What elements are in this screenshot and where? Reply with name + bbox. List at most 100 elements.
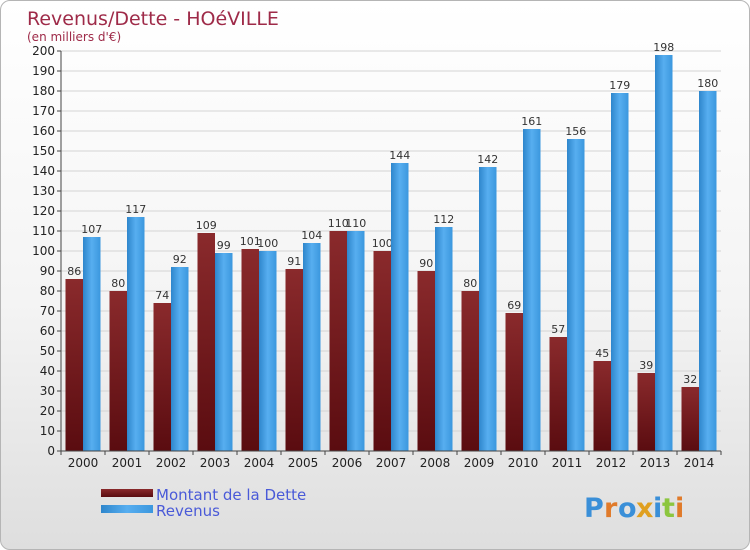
value-label-revenus: 156	[565, 125, 586, 138]
value-label-debt: 110	[328, 217, 349, 230]
bar-debt	[637, 373, 655, 451]
value-label-revenus: 100	[257, 237, 278, 250]
x-tick-label: 2012	[596, 456, 627, 470]
bar-debt	[65, 279, 83, 451]
value-label-debt: 109	[196, 219, 217, 232]
bar-revenus	[303, 243, 321, 451]
bar-revenus	[171, 267, 189, 451]
legend-label-revenus: Revenus	[156, 502, 220, 520]
bar-revenus	[215, 253, 233, 451]
value-label-debt: 100	[372, 237, 393, 250]
value-label-debt: 80	[111, 277, 125, 290]
y-tick-label: 190	[32, 64, 55, 78]
y-tick-label: 50	[40, 344, 55, 358]
bar-debt	[593, 361, 611, 451]
value-label-revenus: 104	[301, 229, 322, 242]
bar-debt	[241, 249, 259, 451]
value-label-revenus: 180	[697, 77, 718, 90]
value-label-revenus: 99	[217, 239, 231, 252]
y-tick-label: 150	[32, 144, 55, 158]
bar-debt	[197, 233, 215, 451]
value-label-debt: 39	[639, 359, 653, 372]
bar-revenus	[83, 237, 101, 451]
bar-revenus	[127, 217, 145, 451]
value-label-revenus: 112	[433, 213, 454, 226]
value-label-revenus: 107	[81, 223, 102, 236]
value-label-debt: 86	[67, 265, 81, 278]
value-label-revenus: 144	[389, 149, 410, 162]
chart-subtitle: (en milliers d'€)	[27, 30, 121, 44]
value-label-revenus: 179	[609, 79, 630, 92]
y-tick-label: 180	[32, 84, 55, 98]
svg-text:o: o	[618, 493, 637, 524]
y-tick-label: 80	[40, 284, 55, 298]
x-tick-label: 2001	[112, 456, 143, 470]
x-tick-label: 2007	[376, 456, 407, 470]
bar-debt	[549, 337, 567, 451]
bar-debt	[505, 313, 523, 451]
x-tick-label: 2009	[464, 456, 495, 470]
value-label-debt: 74	[155, 289, 169, 302]
bar-revenus	[435, 227, 453, 451]
bar-debt	[153, 303, 171, 451]
x-tick-label: 2008	[420, 456, 451, 470]
value-label-revenus: 110	[345, 217, 366, 230]
y-tick-label: 70	[40, 304, 55, 318]
x-axis-ticks: 2000 2001 2002 2003 2004 2005 2006 2007 2008 2009…	[60, 451, 722, 470]
bar-debt	[681, 387, 699, 451]
bar-debt	[417, 271, 435, 451]
x-tick-label: 2014	[684, 456, 715, 470]
legend-label-debt: Montant de la Dette	[156, 486, 306, 504]
svg-text:x: x	[636, 493, 653, 524]
value-label-debt: 57	[551, 323, 565, 336]
value-label-revenus: 161	[521, 115, 542, 128]
svg-text:i: i	[653, 493, 662, 524]
value-label-debt: 32	[683, 373, 697, 386]
legend-swatch-debt	[101, 489, 153, 497]
legend-swatch-revenus	[101, 505, 153, 513]
bar-revenus	[479, 167, 497, 451]
value-label-revenus: 117	[125, 203, 146, 216]
y-tick-label: 110	[32, 224, 55, 238]
legend: Montant de la Dette Revenus	[101, 486, 306, 520]
y-tick-label: 90	[40, 264, 55, 278]
y-axis-ticks: 0 10 20 30 40 50 60 70 80 90 100 110 120 130 140 150 160…	[32, 44, 61, 458]
x-tick-label: 2000	[68, 456, 99, 470]
x-tick-label: 2005	[288, 456, 319, 470]
y-tick-label: 160	[32, 124, 55, 138]
bar-debt	[285, 269, 303, 451]
y-tick-label: 20	[40, 404, 55, 418]
y-tick-label: 130	[32, 184, 55, 198]
y-tick-label: 30	[40, 384, 55, 398]
y-tick-label: 60	[40, 324, 55, 338]
bar-debt	[373, 251, 391, 451]
bar-debt	[109, 291, 127, 451]
x-tick-label: 2003	[200, 456, 231, 470]
bar-revenus	[611, 93, 629, 451]
x-tick-label: 2010	[508, 456, 539, 470]
bar-debt	[329, 231, 347, 451]
x-tick-label: 2002	[156, 456, 187, 470]
svg-text:t: t	[662, 493, 675, 524]
bar-revenus	[391, 163, 409, 451]
bar-revenus	[655, 55, 673, 451]
bar-revenus	[347, 231, 365, 451]
chart-title: Revenus/Dette - HOéVILLE	[27, 8, 279, 30]
value-label-debt: 69	[507, 299, 521, 312]
x-tick-label: 2013	[640, 456, 671, 470]
y-tick-label: 200	[32, 44, 55, 58]
y-tick-label: 140	[32, 164, 55, 178]
value-label-debt: 90	[419, 257, 433, 270]
y-tick-label: 10	[40, 424, 55, 438]
y-tick-label: 0	[47, 444, 55, 458]
svg-text:P: P	[584, 493, 604, 524]
x-tick-label: 2004	[244, 456, 275, 470]
value-label-debt: 80	[463, 277, 477, 290]
x-tick-label: 2006	[332, 456, 363, 470]
svg-text:r: r	[604, 493, 618, 524]
value-label-debt: 91	[287, 255, 301, 268]
value-label-revenus: 92	[173, 253, 187, 266]
